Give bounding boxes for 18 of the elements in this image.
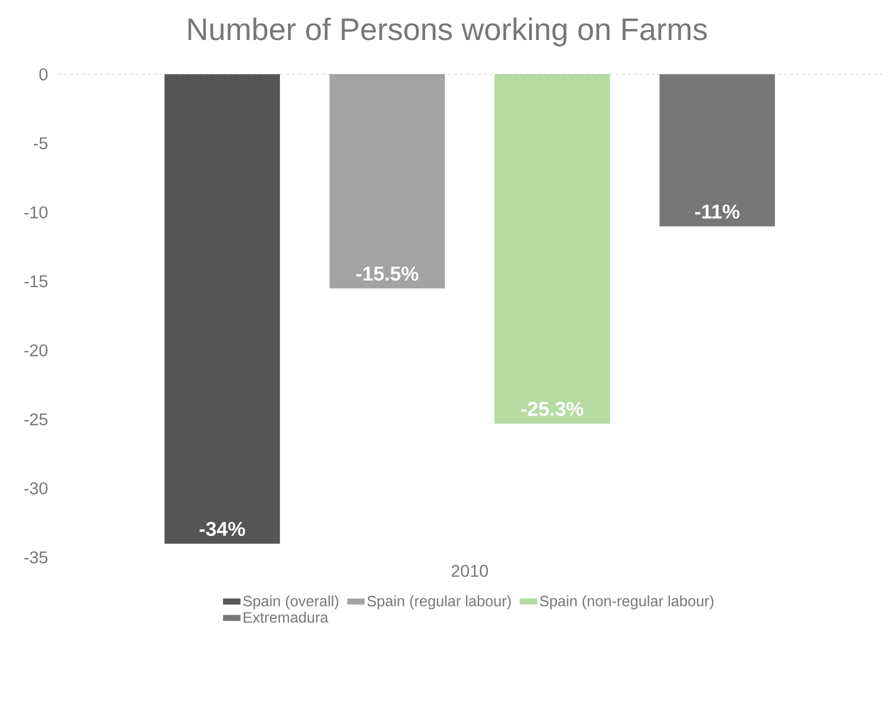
chart-title: Number of Persons working on Farms	[188, 18, 707, 46]
data-label: -25.3%	[521, 402, 584, 416]
legend-label: Spain (regular labour)	[367, 595, 511, 610]
legend-label: Spain (overall)	[243, 595, 338, 610]
data-label: -15.5%	[356, 266, 418, 281]
y-tick-label: -20	[24, 344, 48, 356]
legend-label: Spain (non-regular labour)	[540, 595, 714, 610]
x-tick-label: 2010	[452, 564, 488, 577]
y-tick-label: -25	[24, 413, 48, 426]
y-tick-label: -15	[24, 275, 48, 288]
y-tick-label: -10	[24, 206, 48, 218]
y-tick-label: -30	[24, 482, 48, 494]
data-label: -11%	[695, 204, 740, 219]
y-tick-label: 0	[39, 68, 48, 80]
y-tick-label: -35	[24, 551, 48, 564]
y-tick-label: -5	[34, 137, 48, 150]
data-label: -34%	[200, 522, 245, 536]
legend-label: Extremadura	[244, 612, 328, 623]
